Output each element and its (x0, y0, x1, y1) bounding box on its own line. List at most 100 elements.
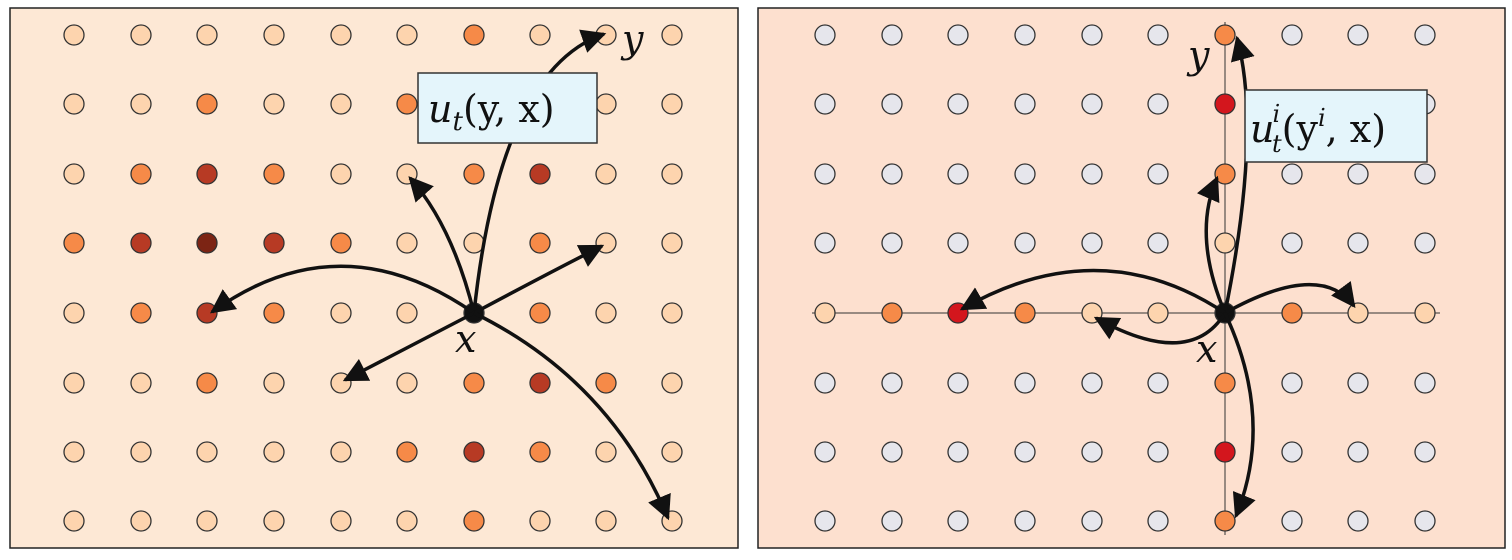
node (1014, 24, 1036, 46)
node (595, 372, 617, 394)
node (130, 302, 152, 324)
node (814, 372, 836, 394)
node (63, 441, 85, 463)
node (595, 93, 617, 115)
node (396, 372, 418, 394)
node (130, 441, 152, 463)
node (881, 232, 903, 254)
node (529, 510, 551, 532)
node (396, 93, 418, 115)
label-box (417, 72, 598, 144)
node (814, 93, 836, 115)
node (661, 441, 683, 463)
node (396, 441, 418, 463)
node (196, 232, 218, 254)
node (595, 302, 617, 324)
node (1081, 93, 1103, 115)
label-box (1244, 89, 1428, 163)
node (595, 163, 617, 185)
node (1347, 163, 1369, 185)
label-part: t (1272, 130, 1282, 158)
node (263, 441, 285, 463)
node (1014, 93, 1036, 115)
node (1281, 24, 1303, 46)
left-panel (9, 7, 739, 549)
node (1281, 372, 1303, 394)
node (1347, 232, 1369, 254)
node (196, 163, 218, 185)
node (396, 232, 418, 254)
node (1414, 372, 1436, 394)
node (1014, 510, 1036, 532)
node (595, 441, 617, 463)
node (661, 232, 683, 254)
node (396, 24, 418, 46)
node (1347, 372, 1369, 394)
node (130, 93, 152, 115)
node (1081, 232, 1103, 254)
node (1281, 163, 1303, 185)
node (263, 372, 285, 394)
node (881, 93, 903, 115)
node (263, 510, 285, 532)
node (1014, 232, 1036, 254)
node (63, 372, 85, 394)
node (263, 232, 285, 254)
node (881, 163, 903, 185)
node (130, 232, 152, 254)
node (130, 163, 152, 185)
node (330, 372, 352, 394)
target-label: y (620, 17, 644, 61)
node (1081, 441, 1103, 463)
node (529, 441, 551, 463)
node (1014, 163, 1036, 185)
node (330, 24, 352, 46)
node (1347, 302, 1369, 324)
node (1214, 372, 1236, 394)
node (196, 510, 218, 532)
node (1147, 24, 1169, 46)
node (1081, 24, 1103, 46)
node (63, 302, 85, 324)
node (947, 163, 969, 185)
node (881, 302, 903, 324)
node (1014, 372, 1036, 394)
node (1147, 232, 1169, 254)
node (330, 93, 352, 115)
node (463, 163, 485, 185)
node (1147, 302, 1169, 324)
node (263, 93, 285, 115)
node (1081, 510, 1103, 532)
node (1414, 302, 1436, 324)
node (330, 441, 352, 463)
node (63, 93, 85, 115)
right-grid (812, 22, 1440, 535)
label-part: i (1318, 104, 1326, 132)
source-label: x (1196, 327, 1217, 371)
node (130, 510, 152, 532)
node (1014, 302, 1036, 324)
node (881, 510, 903, 532)
node (1147, 372, 1169, 394)
node (463, 372, 485, 394)
box-label: ui t(yi, x) (1250, 100, 1386, 158)
node (1014, 441, 1036, 463)
node (1147, 163, 1169, 185)
node (130, 372, 152, 394)
label-part: i (1272, 100, 1280, 128)
node (196, 93, 218, 115)
node (463, 24, 485, 46)
node (1414, 163, 1436, 185)
node (814, 163, 836, 185)
label-part: t (452, 107, 463, 137)
node (814, 302, 836, 324)
node (1214, 510, 1236, 532)
node (947, 510, 969, 532)
node (1281, 510, 1303, 532)
node (529, 232, 551, 254)
node (1281, 232, 1303, 254)
node (63, 163, 85, 185)
node (1081, 163, 1103, 185)
node (63, 510, 85, 532)
node (463, 510, 485, 532)
